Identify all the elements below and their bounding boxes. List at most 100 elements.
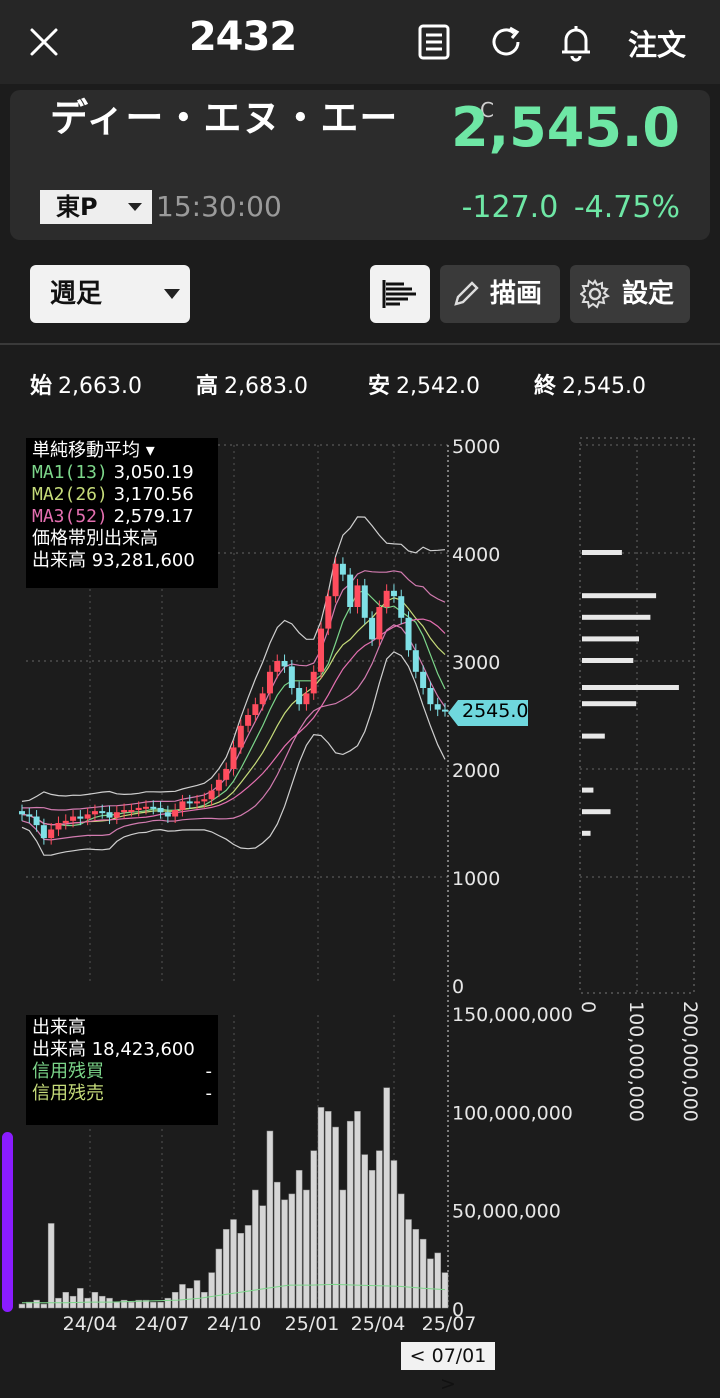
profile-bar bbox=[582, 658, 634, 663]
volume-value: 18,423,600 bbox=[91, 1039, 195, 1060]
draw-button[interactable]: 描画 bbox=[440, 265, 560, 323]
volume-bar bbox=[405, 1219, 412, 1309]
profile-bar bbox=[582, 701, 637, 707]
candle-body bbox=[274, 661, 281, 672]
volume-bar bbox=[208, 1272, 215, 1309]
volume-axis-label: 50,000,000 bbox=[452, 1201, 561, 1223]
candle-body bbox=[62, 820, 69, 823]
candle-body bbox=[354, 585, 361, 607]
volume-bar bbox=[354, 1111, 361, 1309]
volume-bar bbox=[135, 1299, 142, 1309]
ohlc-low: 安 2,542.0 bbox=[368, 374, 480, 399]
volume-profile-toggle[interactable] bbox=[370, 265, 430, 323]
candle-body bbox=[19, 811, 25, 815]
market-select[interactable]: 東P bbox=[40, 190, 152, 224]
volume-bar bbox=[339, 1189, 347, 1309]
volume-bar bbox=[193, 1280, 201, 1309]
order-button[interactable]: 注文 bbox=[628, 28, 687, 62]
volume-profile bbox=[582, 550, 679, 836]
candle-body bbox=[398, 596, 405, 618]
candle-body bbox=[390, 590, 397, 597]
volume-bars bbox=[18, 1087, 449, 1309]
volume-bar bbox=[40, 1303, 48, 1309]
volume-bar bbox=[310, 1150, 317, 1309]
volume-legend[interactable]: 出来高 出来高 18,423,600 信用残買 - 信用残売 - bbox=[26, 1015, 218, 1125]
volume-bar bbox=[106, 1297, 113, 1309]
volume-title: 出来高 bbox=[32, 1017, 86, 1038]
price-axis-label: 5000 bbox=[452, 436, 500, 458]
close-icon[interactable] bbox=[24, 22, 64, 62]
refresh-icon[interactable] bbox=[486, 22, 526, 62]
volume-bar bbox=[266, 1130, 274, 1309]
stock-name: ディー・エヌ・エー bbox=[50, 96, 399, 140]
ma3-line bbox=[21, 618, 446, 826]
volume-bar bbox=[128, 1301, 135, 1309]
candle-body bbox=[230, 747, 237, 769]
price-legend[interactable]: 単純移動平均 ▾ MA1(13) 3,050.19 MA2(26) 3,170.… bbox=[26, 438, 218, 588]
bell-icon[interactable] bbox=[556, 22, 596, 62]
bollinger-lower-2 bbox=[21, 651, 446, 856]
bollinger-upper-2 bbox=[21, 516, 446, 802]
candle-body bbox=[332, 563, 339, 597]
pencil-icon bbox=[454, 281, 479, 306]
profile-bar bbox=[582, 614, 651, 620]
candle-body bbox=[259, 693, 266, 705]
chevron-down-icon bbox=[128, 203, 142, 211]
candle-body bbox=[142, 806, 149, 809]
volume-bar bbox=[179, 1284, 186, 1309]
profile-bar bbox=[582, 550, 622, 555]
x-axis-label: 24/04 bbox=[63, 1313, 118, 1335]
draw-label: 描画 bbox=[490, 279, 543, 309]
volume-bar bbox=[368, 1170, 376, 1309]
volume-bar bbox=[332, 1126, 339, 1309]
volume-ma-line bbox=[22, 1283, 446, 1304]
market-label: 東P bbox=[56, 193, 98, 221]
price-axis-label: 2000 bbox=[452, 760, 500, 782]
volume-bar bbox=[427, 1258, 434, 1309]
volume-bar bbox=[325, 1111, 332, 1309]
settings-button[interactable]: 設定 bbox=[570, 265, 690, 323]
candle-body bbox=[91, 811, 98, 815]
volume-bar bbox=[230, 1219, 237, 1309]
candle-body bbox=[296, 688, 303, 705]
volume-bar bbox=[412, 1229, 420, 1309]
profile-bar bbox=[582, 685, 679, 690]
period-select[interactable]: 週足 bbox=[30, 265, 190, 323]
scroll-indicator[interactable] bbox=[2, 1132, 13, 1312]
volume-axis-label: 100,000,000 bbox=[452, 1102, 573, 1124]
profile-frame bbox=[579, 437, 695, 994]
volume-bar bbox=[62, 1292, 70, 1309]
stock-chart[interactable]: 5000 4000 3000 2000 1000 0 150,000,000 100,000,… bbox=[0, 420, 720, 1340]
candle-body bbox=[194, 801, 201, 804]
candle-body bbox=[208, 790, 215, 800]
volume-bar bbox=[397, 1193, 405, 1309]
indicator-title: 単純移動平均 bbox=[32, 440, 140, 461]
candle-body bbox=[106, 812, 113, 818]
candlesticks bbox=[19, 557, 448, 845]
candle-body bbox=[281, 661, 288, 667]
candle-body bbox=[128, 810, 135, 813]
settings-label: 設定 bbox=[622, 279, 675, 309]
volume-bar bbox=[317, 1107, 325, 1309]
volume-bar bbox=[390, 1160, 398, 1309]
date-cursor[interactable]: < 07/01 > bbox=[401, 1342, 495, 1395]
ohlc-open: 始 2,663.0 bbox=[30, 374, 142, 399]
volume-bar bbox=[26, 1301, 33, 1309]
candle-body bbox=[237, 725, 244, 748]
volume-bar bbox=[47, 1223, 55, 1309]
candle-body bbox=[252, 704, 259, 715]
x-axis-label: 24/10 bbox=[207, 1313, 262, 1335]
candle-body bbox=[121, 810, 128, 813]
candle-body bbox=[405, 617, 412, 651]
candle-body bbox=[412, 650, 419, 672]
volume-bar bbox=[157, 1301, 164, 1309]
volume-bar bbox=[419, 1238, 427, 1309]
candle-body bbox=[223, 769, 230, 780]
volume-bar bbox=[164, 1297, 172, 1309]
volume-bar bbox=[303, 1189, 310, 1309]
page-title: 2432 bbox=[188, 14, 297, 60]
profile-bar bbox=[582, 787, 594, 793]
price-axis-label: 4000 bbox=[452, 544, 500, 566]
news-icon[interactable] bbox=[414, 22, 454, 62]
profile-bar bbox=[582, 636, 639, 642]
